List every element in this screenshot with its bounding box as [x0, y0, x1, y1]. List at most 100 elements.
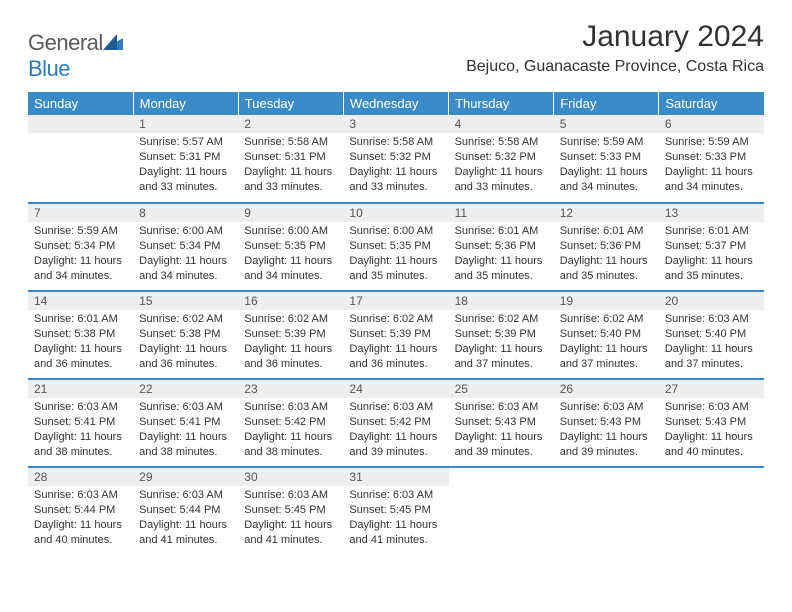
daylight-text: Daylight: 11 hours and 34 minutes.	[244, 254, 337, 284]
day-body: Sunrise: 5:58 AMSunset: 5:32 PMDaylight:…	[343, 133, 448, 200]
day-number: 3	[343, 115, 448, 133]
sunset-text: Sunset: 5:39 PM	[244, 327, 337, 342]
calendar-table: Sunday Monday Tuesday Wednesday Thursday…	[28, 92, 764, 555]
sunrise-text: Sunrise: 6:03 AM	[244, 400, 337, 415]
day-number: 22	[133, 380, 238, 398]
day-body: Sunrise: 6:00 AMSunset: 5:34 PMDaylight:…	[133, 222, 238, 289]
sunrise-text: Sunrise: 6:03 AM	[665, 400, 758, 415]
day-body: Sunrise: 5:59 AMSunset: 5:33 PMDaylight:…	[659, 133, 764, 200]
sunrise-text: Sunrise: 6:03 AM	[139, 400, 232, 415]
sunrise-text: Sunrise: 6:00 AM	[349, 224, 442, 239]
day-body: Sunrise: 6:02 AMSunset: 5:39 PMDaylight:…	[343, 310, 448, 377]
calendar-cell: 12Sunrise: 6:01 AMSunset: 5:36 PMDayligh…	[554, 203, 659, 291]
calendar-cell: 20Sunrise: 6:03 AMSunset: 5:40 PMDayligh…	[659, 291, 764, 379]
sunset-text: Sunset: 5:39 PM	[349, 327, 442, 342]
sunrise-text: Sunrise: 6:03 AM	[349, 400, 442, 415]
day-number: 2	[238, 115, 343, 133]
daylight-text: Daylight: 11 hours and 33 minutes.	[244, 165, 337, 195]
day-number: 17	[343, 292, 448, 310]
sunset-text: Sunset: 5:38 PM	[139, 327, 232, 342]
calendar-cell: 2Sunrise: 5:58 AMSunset: 5:31 PMDaylight…	[238, 115, 343, 203]
calendar-cell: 28Sunrise: 6:03 AMSunset: 5:44 PMDayligh…	[28, 467, 133, 555]
month-title: January 2024	[466, 20, 764, 54]
sunset-text: Sunset: 5:34 PM	[139, 239, 232, 254]
sunrise-text: Sunrise: 5:58 AM	[349, 135, 442, 150]
day-body: Sunrise: 6:02 AMSunset: 5:40 PMDaylight:…	[554, 310, 659, 377]
sunset-text: Sunset: 5:35 PM	[349, 239, 442, 254]
calendar-cell: 7Sunrise: 5:59 AMSunset: 5:34 PMDaylight…	[28, 203, 133, 291]
calendar-cell: 23Sunrise: 6:03 AMSunset: 5:42 PMDayligh…	[238, 379, 343, 467]
calendar-body: . 1Sunrise: 5:57 AMSunset: 5:31 PMDaylig…	[28, 115, 764, 555]
sunrise-text: Sunrise: 6:03 AM	[665, 312, 758, 327]
weekday-header-row: Sunday Monday Tuesday Wednesday Thursday…	[28, 92, 764, 115]
sunrise-text: Sunrise: 6:03 AM	[244, 488, 337, 503]
sunset-text: Sunset: 5:45 PM	[349, 503, 442, 518]
day-number: 14	[28, 292, 133, 310]
day-number: 10	[343, 204, 448, 222]
sunset-text: Sunset: 5:44 PM	[34, 503, 127, 518]
daylight-text: Daylight: 11 hours and 38 minutes.	[34, 430, 127, 460]
sunrise-text: Sunrise: 6:00 AM	[244, 224, 337, 239]
day-number: 20	[659, 292, 764, 310]
day-body: Sunrise: 5:59 AMSunset: 5:33 PMDaylight:…	[554, 133, 659, 200]
day-number: 19	[554, 292, 659, 310]
sunset-text: Sunset: 5:34 PM	[34, 239, 127, 254]
calendar-cell: 15Sunrise: 6:02 AMSunset: 5:38 PMDayligh…	[133, 291, 238, 379]
day-number: 11	[449, 204, 554, 222]
day-number: 31	[343, 468, 448, 486]
calendar-cell: 18Sunrise: 6:02 AMSunset: 5:39 PMDayligh…	[449, 291, 554, 379]
weekday-header: Tuesday	[238, 92, 343, 115]
sunrise-text: Sunrise: 6:03 AM	[349, 488, 442, 503]
daylight-text: Daylight: 11 hours and 39 minutes.	[560, 430, 653, 460]
sunset-text: Sunset: 5:41 PM	[139, 415, 232, 430]
daylight-text: Daylight: 11 hours and 35 minutes.	[665, 254, 758, 284]
sunset-text: Sunset: 5:41 PM	[34, 415, 127, 430]
sunset-text: Sunset: 5:38 PM	[34, 327, 127, 342]
day-body: Sunrise: 6:03 AMSunset: 5:44 PMDaylight:…	[133, 486, 238, 553]
day-number: 13	[659, 204, 764, 222]
weekday-header: Thursday	[449, 92, 554, 115]
calendar-cell: 14 Sunrise: 6:01 AMSunset: 5:38 PMDayligh…	[28, 291, 133, 379]
logo-word-b: Blue	[28, 56, 70, 81]
calendar-cell: .	[554, 467, 659, 555]
day-number: 5	[554, 115, 659, 133]
daylight-text: Daylight: 11 hours and 36 minutes.	[34, 342, 127, 372]
sunrise-text: Sunrise: 6:03 AM	[455, 400, 548, 415]
sunrise-text: Sunrise: 5:57 AM	[139, 135, 232, 150]
sunrise-text: Sunrise: 6:03 AM	[560, 400, 653, 415]
day-number: 18	[449, 292, 554, 310]
sunrise-text: Sunrise: 6:01 AM	[34, 312, 127, 327]
day-body: Sunrise: 6:01 AMSunset: 5:37 PMDaylight:…	[659, 222, 764, 289]
day-number: 15	[133, 292, 238, 310]
daylight-text: Daylight: 11 hours and 41 minutes.	[244, 518, 337, 548]
daylight-text: Daylight: 11 hours and 35 minutes.	[349, 254, 442, 284]
day-number: 1	[133, 115, 238, 133]
weekday-header: Saturday	[659, 92, 764, 115]
weekday-header: Monday	[133, 92, 238, 115]
sunrise-text: Sunrise: 6:02 AM	[455, 312, 548, 327]
daylight-text: Daylight: 11 hours and 40 minutes.	[665, 430, 758, 460]
calendar-cell: 9Sunrise: 6:00 AMSunset: 5:35 PMDaylight…	[238, 203, 343, 291]
calendar-cell: 13Sunrise: 6:01 AMSunset: 5:37 PMDayligh…	[659, 203, 764, 291]
day-number: 28	[28, 468, 133, 486]
daylight-text: Daylight: 11 hours and 33 minutes.	[139, 165, 232, 195]
daylight-text: Daylight: 11 hours and 33 minutes.	[455, 165, 548, 195]
calendar-cell: 29Sunrise: 6:03 AMSunset: 5:44 PMDayligh…	[133, 467, 238, 555]
calendar-row: 14Sunrise: 6:01 AMSunset: 5:38 PMDayligh…	[28, 291, 764, 379]
sunset-text: Sunset: 5:43 PM	[665, 415, 758, 430]
day-body: Sunrise: 6:02 AMSunset: 5:39 PMDaylight:…	[238, 310, 343, 377]
day-body: Sunrise: 5:59 AMSunset: 5:34 PMDaylight:…	[28, 222, 133, 289]
day-number: 21	[28, 380, 133, 398]
sunset-text: Sunset: 5:36 PM	[455, 239, 548, 254]
sunrise-text: Sunrise: 6:02 AM	[244, 312, 337, 327]
daylight-text: Daylight: 11 hours and 37 minutes.	[665, 342, 758, 372]
sunrise-text: Sunrise: 6:01 AM	[665, 224, 758, 239]
calendar-cell: 3Sunrise: 5:58 AMSunset: 5:32 PMDaylight…	[343, 115, 448, 203]
day-body: Sunrise: 6:03 AMSunset: 5:43 PMDaylight:…	[449, 398, 554, 465]
day-body: Sunrise: 6:00 AMSunset: 5:35 PMDaylight:…	[343, 222, 448, 289]
sunset-text: Sunset: 5:42 PM	[349, 415, 442, 430]
sunrise-text: Sunrise: 6:01 AM	[455, 224, 548, 239]
calendar-cell: 17Sunrise: 6:02 AMSunset: 5:39 PMDayligh…	[343, 291, 448, 379]
sunset-text: Sunset: 5:43 PM	[455, 415, 548, 430]
calendar-cell: 10Sunrise: 6:00 AMSunset: 5:35 PMDayligh…	[343, 203, 448, 291]
